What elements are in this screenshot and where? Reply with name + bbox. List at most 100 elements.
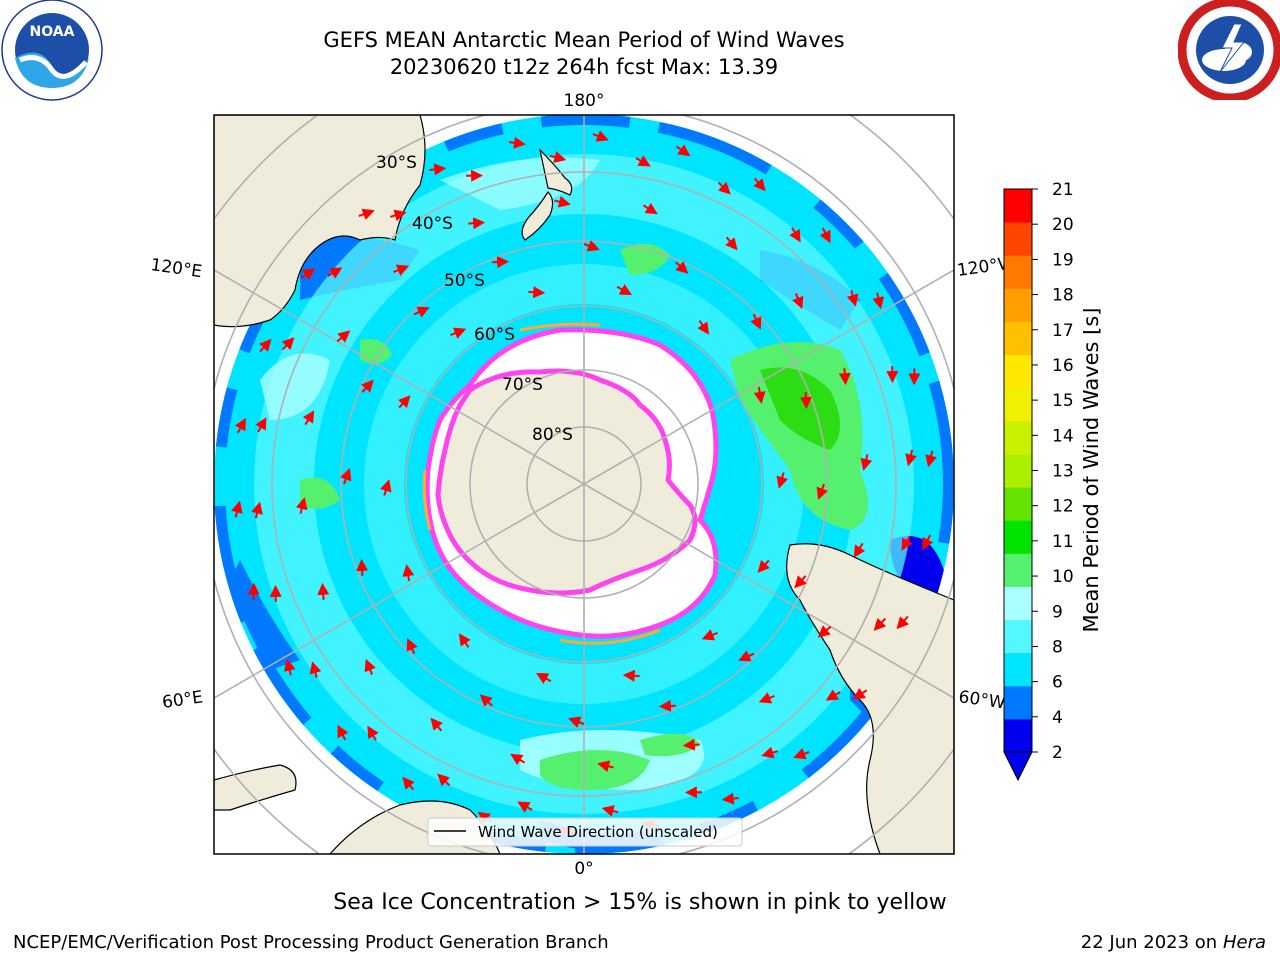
colorbar-bin: [1004, 520, 1032, 554]
wave-direction-arrow: [838, 368, 851, 386]
wave-direction-arrow: [873, 617, 887, 631]
wave-direction-arrow: [925, 450, 937, 468]
colorbar-bin: [1004, 487, 1032, 521]
wave-direction-arrow: [721, 792, 739, 805]
wave-direction-arrow: [517, 801, 533, 813]
wave-direction-arrow: [901, 535, 913, 551]
colorbar-tick-label: 15: [1052, 391, 1074, 411]
colorbar-tick-label: 9: [1052, 602, 1063, 622]
wave-direction-arrow: [302, 410, 315, 426]
wave-direction-arrow: [336, 330, 351, 343]
wave-direction-arrow: [697, 320, 710, 335]
wave-direction-arrow: [430, 717, 443, 732]
lon-label-180: 180°: [564, 91, 605, 111]
wave-direction-arrow: [393, 264, 410, 276]
wind-wave-arrows: [231, 130, 937, 838]
noaa-logo-text: NOAA: [30, 24, 75, 40]
colorbar-bin: [1004, 586, 1032, 621]
colorbar-tick-label: 12: [1052, 497, 1074, 517]
wave-direction-arrow: [429, 163, 447, 176]
wave-direction-arrow: [535, 672, 552, 684]
colorbar-bin: [1004, 652, 1032, 687]
credit-branch: NCEP/EMC/Verification Post Processing Pr…: [13, 932, 609, 953]
wave-direction-arrow: [402, 564, 415, 582]
wave-direction-arrow: [364, 658, 376, 675]
wave-direction-arrow: [458, 633, 471, 648]
wave-direction-arrow: [905, 449, 917, 467]
wave-direction-arrow: [675, 261, 689, 274]
colorbar-tick-label: 21: [1052, 180, 1074, 200]
svg-text:Mean Period of Wind Waves [s]: Mean Period of Wind Waves [s]: [1083, 308, 1103, 633]
wave-direction-arrow: [860, 454, 873, 471]
wave-direction-arrow: [750, 313, 762, 330]
colorbar-bin: [1004, 354, 1032, 389]
colorbar-tick-label: 19: [1052, 250, 1074, 270]
wave-direction-arrow: [753, 386, 766, 404]
wave-direction-arrow: [231, 500, 243, 518]
legend-label: Wind Wave Direction (unscaled): [478, 823, 718, 841]
lon-label-60w: 60°W: [957, 687, 1006, 713]
wave-direction-arrow: [825, 689, 841, 701]
colorbar-bin: [1004, 420, 1032, 455]
colorbar-tick-label: 8: [1052, 637, 1063, 657]
wave-direction-arrow: [597, 760, 614, 773]
wave-direction-arrow: [340, 468, 352, 485]
lat-label-50s: 50°S: [444, 271, 485, 291]
wave-direction-arrow: [776, 472, 788, 489]
wave-direction-arrow: [635, 155, 651, 167]
colorbar-extend-arrow: [1003, 751, 1033, 782]
wave-direction-arrow: [682, 738, 700, 751]
colorbar-tick-label: 13: [1052, 462, 1074, 482]
colorbar-bin: [1004, 222, 1032, 256]
lon-label-120e: 120°E: [149, 255, 203, 282]
colorbar-tick-label: 14: [1052, 426, 1074, 446]
wave-direction-arrow: [281, 337, 295, 351]
wave-direction-arrow: [398, 395, 411, 409]
wave-direction-arrow: [300, 268, 316, 281]
wave-direction-arrow: [642, 202, 658, 215]
wave-direction-arrow: [753, 177, 766, 192]
wave-direction-arrow: [816, 483, 828, 500]
credit-date: 22 Jun 2023 on: [1080, 932, 1218, 953]
wave-direction-arrow: [361, 379, 374, 393]
wave-direction-arrow: [793, 747, 810, 760]
wave-direction-arrow: [510, 753, 526, 766]
wave-direction-arrow: [601, 805, 619, 817]
wave-direction-arrow: [251, 501, 263, 519]
sea-ice-note: Sea Ice Concentration > 15% is shown in …: [333, 890, 947, 915]
wave-direction-arrow: [819, 227, 831, 244]
lat-label-40s: 40°S: [412, 214, 453, 234]
wave-direction-arrow: [283, 658, 296, 676]
wave-direction-arrow: [380, 479, 392, 496]
wave-direction-arrow: [896, 615, 909, 630]
wave-direction-arrow: [794, 575, 807, 589]
wave-direction-arrow: [817, 625, 832, 638]
credit-date-host: 22 Jun 2023 on Hera: [1081, 932, 1266, 953]
map-subtitle: 20230620 t12z 264h fcst Max: 13.39: [389, 55, 779, 79]
credit-host: Hera: [1222, 932, 1266, 953]
nws-logo: [1178, 0, 1280, 100]
wave-direction-arrow: [853, 542, 866, 558]
lon-label-0: 0°: [574, 859, 593, 879]
lat-label-30s: 30°S: [376, 153, 417, 173]
wave-direction-arrow: [675, 144, 691, 157]
wave-direction-arrow: [761, 746, 778, 759]
wave-direction-arrow: [799, 392, 812, 410]
colorbar-bin: [1004, 718, 1032, 753]
wave-direction-arrow: [622, 669, 640, 682]
colorbar-bin: [1004, 255, 1032, 289]
wave-direction-arrow: [717, 181, 731, 195]
colorbar-bin: [1004, 553, 1032, 587]
wave-direction-arrow: [789, 227, 801, 243]
wave-direction-arrow: [406, 638, 418, 655]
wave-direction-arrow: [508, 136, 526, 149]
map-legend: Wind Wave Direction (unscaled): [427, 817, 743, 847]
wave-direction-arrow: [358, 208, 375, 221]
wave-direction-arrow: [479, 694, 493, 707]
wave-direction-arrow: [413, 306, 430, 318]
wave-direction-arrow: [295, 497, 308, 514]
wave-direction-arrow: [317, 582, 330, 600]
wave-direction-arrow: [792, 293, 804, 310]
wave-direction-arrow: [616, 284, 633, 296]
